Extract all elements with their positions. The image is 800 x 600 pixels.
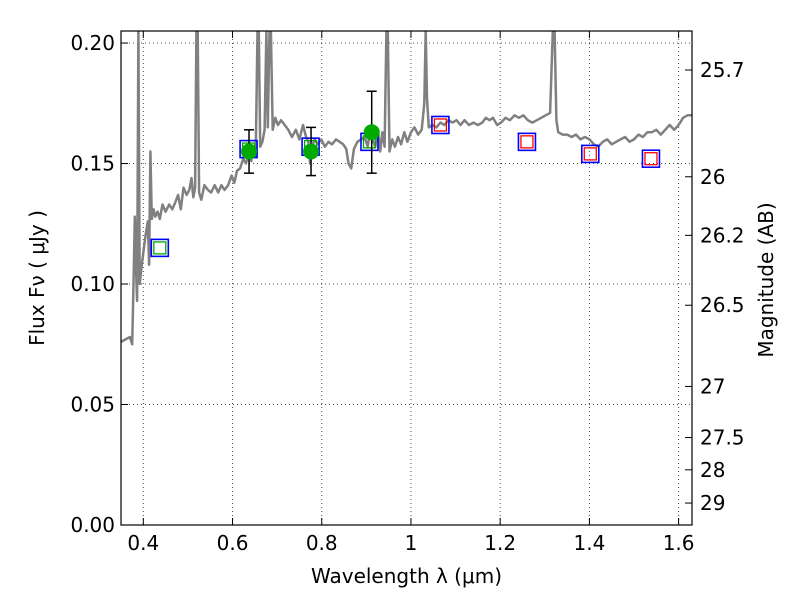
- model-spectrum-line: [121, 31, 692, 346]
- model-photometry-square: [580, 144, 600, 164]
- right-axis-label: Magnitude (AB): [754, 202, 778, 357]
- model-photometry-inner-square: [644, 152, 658, 166]
- mag-tick-label: 27.5: [700, 426, 745, 450]
- model-photometry-square: [431, 115, 450, 135]
- observed-point: [241, 143, 258, 160]
- model-photometry-inner-square: [520, 135, 534, 149]
- model-photometry-square: [641, 149, 661, 169]
- x-tick-label: 0.6: [217, 531, 249, 555]
- y-tick-label: 0.10: [70, 272, 115, 296]
- mag-tick-label: 27: [700, 374, 725, 398]
- model-photometry-inner-square: [153, 241, 167, 255]
- model-photometry-square: [517, 132, 537, 152]
- mag-tick-label: 26.2: [700, 223, 745, 247]
- y-tick-label: 0.00: [70, 513, 115, 537]
- y-axis-label: Flux Fν ( μJy ): [25, 210, 49, 346]
- y-tick-label: 0.20: [70, 31, 115, 55]
- mag-tick-label: 28: [700, 458, 725, 482]
- observed-point: [303, 143, 320, 160]
- x-tick-label: 1.4: [573, 531, 605, 555]
- plot-background: [121, 31, 692, 525]
- x-tick-label: 1: [405, 531, 418, 555]
- model-photometry-square: [150, 238, 170, 258]
- plot-frame: [120, 30, 693, 526]
- mag-tick-label: 26: [700, 165, 725, 189]
- x-axis-label: Wavelength λ (μm): [311, 564, 502, 588]
- mag-tick-label: 26.5: [700, 293, 745, 317]
- y-tick-label: 0.15: [70, 152, 115, 176]
- plot-area: [121, 31, 692, 346]
- observed-point: [363, 124, 380, 141]
- model-photometry-inner-square: [433, 118, 448, 132]
- x-tick-label: 0.4: [127, 531, 159, 555]
- x-tick-label: 1.2: [484, 531, 516, 555]
- x-tick-label: 0.8: [306, 531, 338, 555]
- x-tick-label: 1.6: [663, 531, 695, 555]
- mag-tick-label: 29: [700, 491, 725, 515]
- model-photometry-inner-square: [583, 147, 597, 161]
- y-tick-label: 0.05: [70, 393, 115, 417]
- mag-tick-label: 25.7: [700, 58, 745, 82]
